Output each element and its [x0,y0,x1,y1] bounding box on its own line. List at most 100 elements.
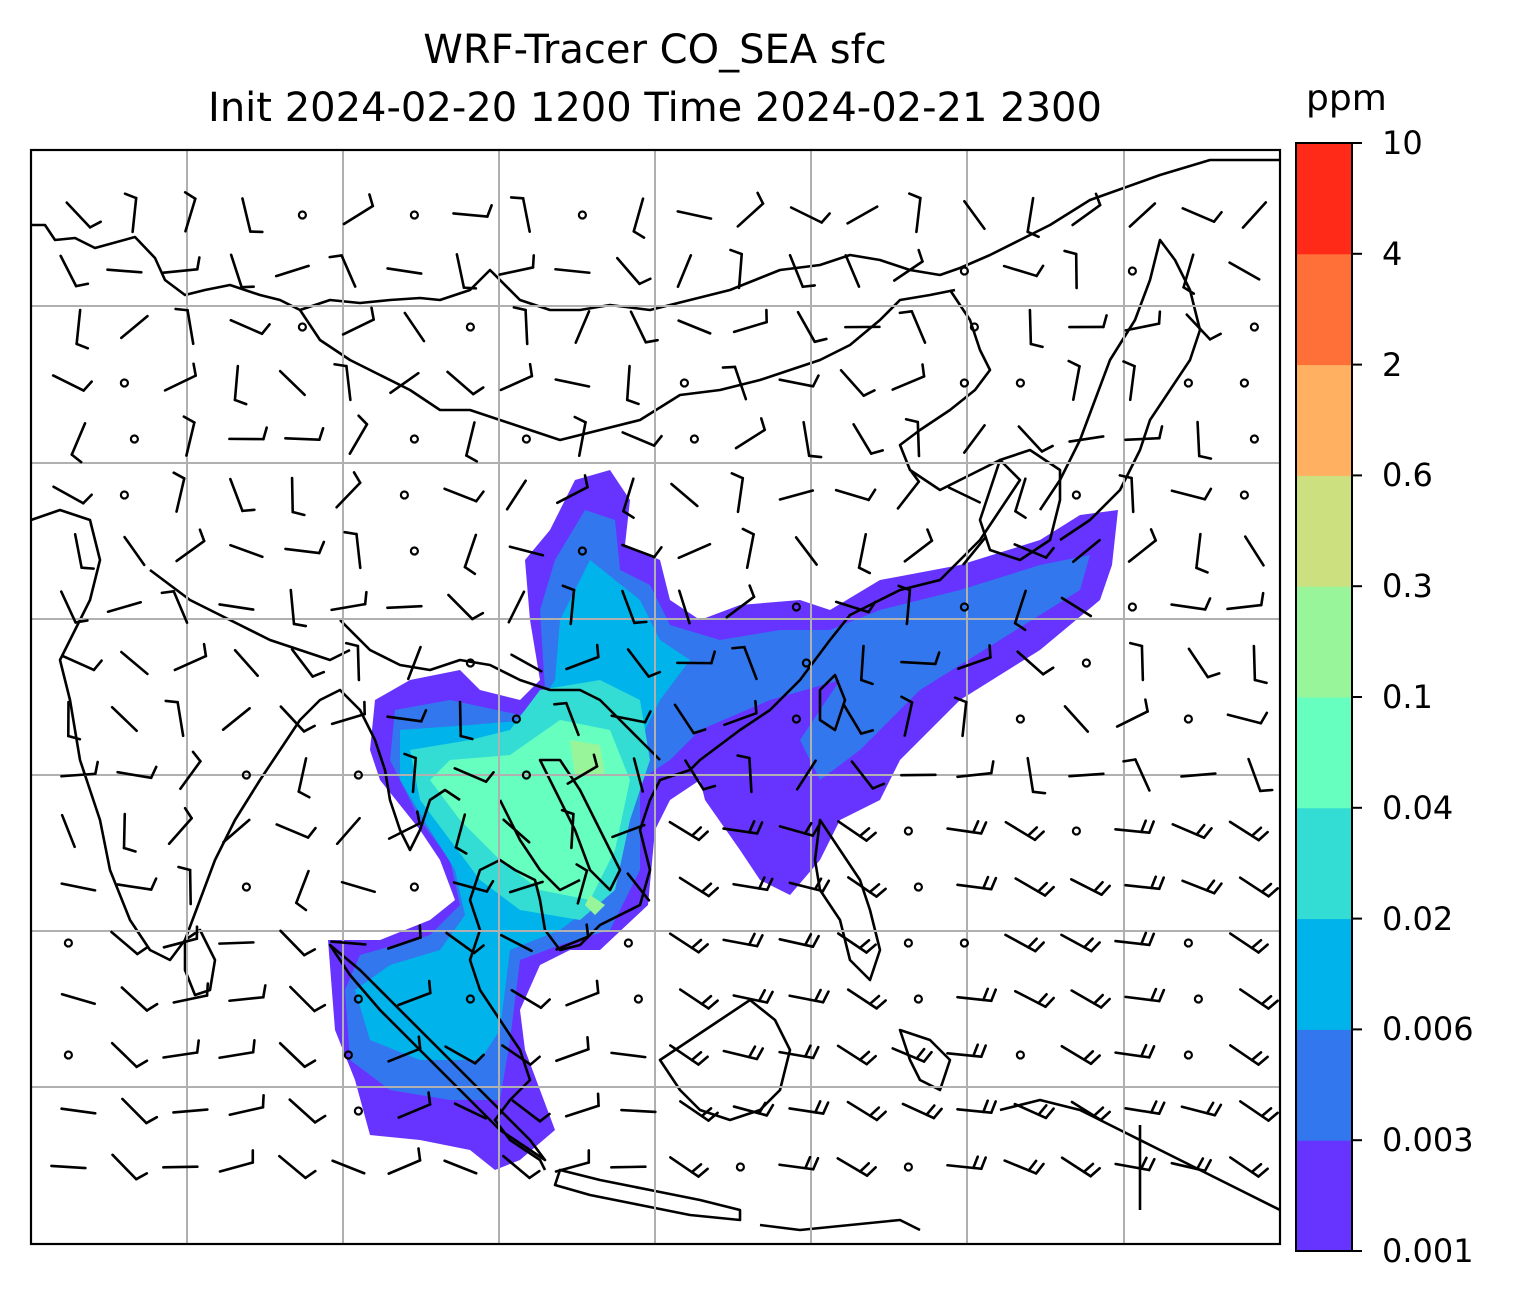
wind-barb-flag [343,530,358,536]
colorbar-tick-label: 0.006 [1382,1010,1474,1049]
wind-barb-flag [1259,591,1265,607]
wind-barb [403,752,418,794]
colorbar-unit-label: ppm [1306,78,1387,119]
wind-barb [891,1047,933,1063]
calm-wind-marker [959,266,969,276]
wind-barb [956,987,998,1003]
wind-barb [1071,192,1102,227]
wind-barb-shaft [554,378,591,388]
wind-barb [1171,822,1213,840]
wind-barb-flag [988,644,992,659]
calm-wind-marker [801,658,811,668]
wind-barb [1067,359,1081,402]
wind-barb-shaft [1071,364,1081,402]
wind-barb [110,930,149,956]
wind-barb [116,877,158,891]
wind-barb [1124,425,1164,442]
wind-barb-shaft [345,364,352,402]
wind-barb-shaft [732,882,769,892]
wind-barb-flag [765,877,774,892]
wind-barb-flag [1157,1101,1166,1115]
coastline-india-bay [31,508,461,962]
wind-barb-flag [690,1163,703,1174]
wind-barb-shaft [778,489,815,501]
wind-barb-flag [191,750,202,763]
wind-barb-shaft [335,816,361,846]
wind-barb-flag [352,471,362,485]
calm-wind-marker [521,434,531,444]
wind-barb-flag [811,934,820,948]
wind-barb-flag [904,417,920,424]
wind-barb-shaft [736,202,765,228]
wind-barb-flag [1149,528,1158,542]
wind-barb-flag [92,659,103,672]
wind-barb-flag [465,454,479,463]
calm-wind-marker [1015,1050,1025,1060]
wind-barb [621,589,648,625]
calm-wind-marker [511,714,521,724]
wind-barb [501,1044,541,1066]
wind-barb-shaft [1070,1100,1103,1122]
wind-barb-shaft [1013,543,1048,559]
wind-barb-shaft [915,196,922,234]
wind-barb [162,256,201,274]
wind-barb [453,767,495,783]
wind-barb-shaft [1013,1102,1048,1120]
wind-barb [566,753,599,785]
wind-barb-flag [463,565,477,576]
wind-barb-flag [700,882,713,894]
wind-barb [386,604,423,610]
wind-barb-flag [1260,995,1273,1006]
wind-barb-flag [145,1002,159,1012]
coastline-asia-north [31,158,1280,312]
wind-barb [1060,596,1093,618]
wind-barb-flag [747,1045,757,1059]
calm-wind-marker [1015,714,1025,724]
wind-barb-flag [531,254,536,269]
calm-wind-marker [353,1106,363,1116]
wind-barb-shaft [51,374,85,392]
wind-barb-shaft [499,374,534,392]
wind-barb [342,193,375,226]
wind-barb-shaft [446,370,475,396]
wind-barb-shaft [795,759,817,791]
wind-barb [465,421,479,463]
wind-barb-flag [145,1115,159,1125]
wind-barb [182,415,196,457]
wind-barb-flag [697,830,709,842]
wind-barb-flag [75,342,90,350]
wind-barb-flag [1257,1167,1269,1178]
wind-barb-flag [1034,941,1045,953]
wind-barb [445,931,485,955]
wind-barb-flag [858,1050,871,1062]
wind-barb-shaft [185,421,196,457]
wind-barb-shaft [278,1041,306,1069]
colorbar-segment-8 [1296,253,1352,366]
wind-barb [560,808,575,850]
wind-barb-shaft [1182,253,1195,289]
wind-barb [788,253,816,289]
wind-barb-flag [803,1044,812,1058]
wind-barb [946,1043,987,1059]
wind-barb [510,988,551,1010]
wind-barb [60,760,99,778]
wind-barb-shaft [122,812,127,850]
wind-barb [794,536,818,566]
wind-barb-shaft [501,1044,532,1066]
wind-barb-flag [633,620,648,625]
wind-barb-flag [867,488,877,502]
wind-barb-flag [697,1055,709,1066]
wind-barb-flag [135,1059,149,1069]
wind-barb-flag [202,642,208,658]
wind-barb-shaft [463,533,478,569]
wind-barb-shaft [1134,758,1151,792]
wind-barb [1128,641,1145,682]
wind-barb-flag [553,701,568,706]
wind-barb-shaft [564,1104,600,1118]
wind-barb [723,699,758,727]
wind-barb [123,192,138,234]
wind-barb [1068,314,1108,329]
wind-barb-flag [1044,1107,1055,1120]
wind-barb-shaft [111,1153,138,1181]
